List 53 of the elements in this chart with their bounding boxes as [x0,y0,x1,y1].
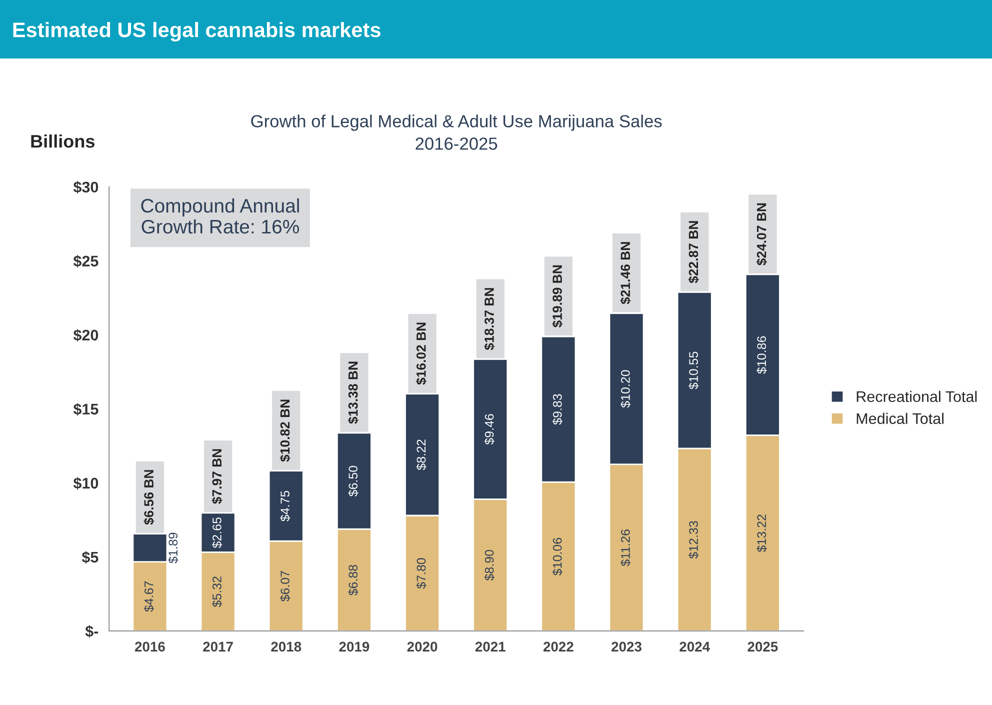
data-label: $6.88 [348,564,358,596]
total-label: $10.82 BN [280,400,291,462]
x-tick-label: 2019 [339,642,370,652]
data-label: $10.86 [756,336,767,374]
legend-label: Medical Total [856,412,944,424]
chart-subtitle: Growth of Legal Medical & Adult Use Marijuana Sales 2016-2025 [251,114,662,150]
total-label: $6.56 BN [144,470,154,525]
data-label: $10.06 [552,538,563,576]
total-label: $24.07 BN [756,203,768,266]
total-label: $19.89 BN [552,265,563,328]
data-label: $4.67 [144,581,154,612]
x-tick-label: 2016 [135,642,165,652]
x-tick-label: 2023 [612,642,642,652]
total-label: $21.46 BN [620,242,631,304]
data-label: $13.22 [756,514,767,552]
data-label: $6.50 [348,466,358,497]
y-tick-label: $- [85,625,98,638]
legend-label: Recreational Total [856,390,977,402]
data-label: $8.22 [416,440,426,470]
x-tick-label: 2025 [748,642,778,652]
x-tick-label: 2024 [680,642,710,652]
y-tick-label: $10 [73,477,98,490]
data-label: $6.07 [280,571,290,602]
data-label: $11.26 [620,530,631,566]
data-label: $10.20 [620,370,631,408]
data-label: $9.83 [552,394,563,425]
y-axis-title: Billions [31,134,94,148]
data-label: $5.32 [212,576,222,608]
y-tick-label: $20 [73,329,98,342]
data-label: $1.89 [168,532,178,564]
y-tick-label: $30 [73,181,98,194]
total-label: $22.87 BN [688,221,699,284]
x-tick-label: 2021 [475,642,506,652]
data-label: $4.75 [280,490,290,522]
x-tick-label: 2020 [407,642,438,652]
y-tick-label: $15 [73,403,98,416]
chart-title: Estimated US legal cannabis markets [13,22,380,42]
x-tick-label: 2017 [203,642,233,652]
data-label: $9.46 [484,414,494,445]
data-label: $8.90 [484,550,494,581]
y-tick-label: $25 [73,255,98,268]
x-tick-label: 2018 [271,642,302,652]
data-label: $12.33 [688,521,699,559]
total-label: $13.38 BN [348,362,359,424]
data-label: $2.65 [212,517,222,548]
annotation: Compound Annual Growth Rate: 16% [141,198,299,234]
data-label: $7.80 [416,558,426,589]
y-tick-label: $5 [82,551,98,564]
total-label: $16.02 BN [416,322,427,385]
data-label: $10.55 [688,352,699,390]
x-tick-label: 2022 [543,642,574,652]
total-label: $7.97 BN [212,449,222,504]
total-label: $18.37 BN [484,288,495,350]
